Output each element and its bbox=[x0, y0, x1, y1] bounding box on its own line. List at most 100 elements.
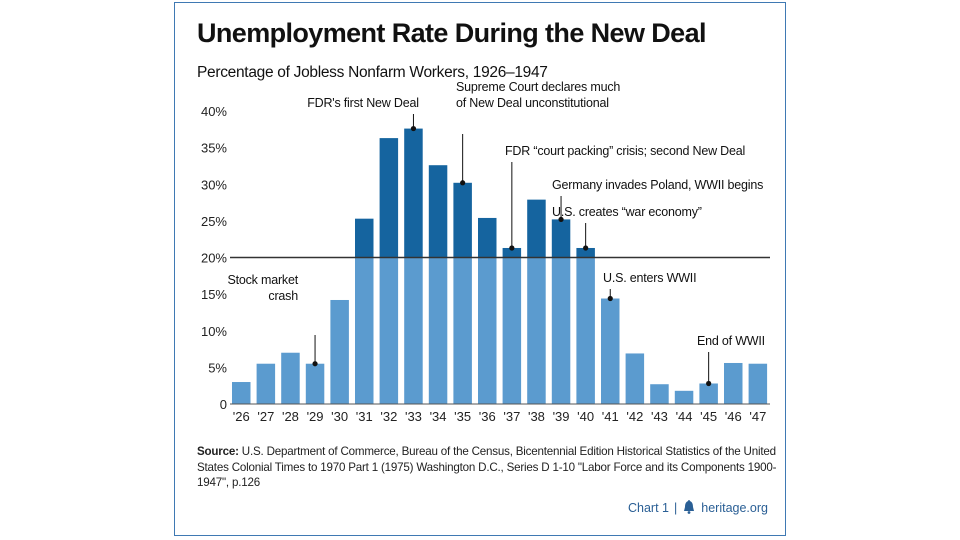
bar-lower-segment bbox=[576, 257, 595, 404]
x-tick-label: '36 bbox=[479, 409, 496, 424]
bar-lower-segment bbox=[699, 383, 718, 404]
annotation-line: U.S. creates “war economy” bbox=[552, 205, 702, 219]
bar-28 bbox=[281, 352, 300, 404]
bar-lower-segment bbox=[478, 257, 497, 404]
bar-37 bbox=[502, 247, 522, 404]
bar-lower-segment bbox=[232, 382, 251, 404]
bar-lower-segment bbox=[748, 363, 768, 404]
x-tick-label: '40 bbox=[577, 409, 594, 424]
x-tick-label: '45 bbox=[700, 409, 717, 424]
x-tick-label: '28 bbox=[282, 409, 299, 424]
bar-41 bbox=[601, 298, 620, 404]
annotation-line: FDR's first New Deal bbox=[307, 96, 419, 110]
annotation-label: FDR “court packing” crisis; second New D… bbox=[505, 144, 745, 158]
annotation-dot bbox=[312, 361, 318, 367]
source-text: U.S. Department of Commerce, Bureau of t… bbox=[197, 445, 777, 489]
footer-separator: | bbox=[674, 500, 678, 515]
annotation-dot bbox=[706, 380, 712, 387]
bar-lower-segment bbox=[281, 352, 300, 404]
bar-40 bbox=[576, 247, 595, 404]
annotation-dot bbox=[583, 245, 589, 251]
chart-number: Chart 1 bbox=[628, 500, 669, 515]
x-tick-label: '30 bbox=[331, 409, 348, 424]
x-tick-label: '31 bbox=[356, 409, 373, 424]
bar-lower-segment bbox=[256, 363, 276, 404]
y-tick-label: 15% bbox=[201, 287, 227, 302]
x-tick-label: '41 bbox=[602, 409, 619, 424]
chart-subtitle: Percentage of Jobless Nonfarm Workers, 1… bbox=[197, 64, 548, 81]
bar-31 bbox=[355, 218, 374, 404]
bar-32 bbox=[379, 138, 399, 404]
x-tick-label: '34 bbox=[430, 409, 447, 424]
bar-upper-segment bbox=[355, 218, 374, 258]
bar-lower-segment bbox=[355, 257, 374, 404]
bar-45 bbox=[699, 383, 718, 404]
bar-lower-segment bbox=[724, 362, 743, 404]
annotation-line: Germany invades Poland, WWII begins bbox=[552, 178, 763, 192]
annotation-dot bbox=[410, 125, 417, 132]
bar-29 bbox=[305, 363, 325, 404]
bar-upper-segment bbox=[576, 247, 595, 258]
annotation-line: Supreme Court declares much bbox=[456, 80, 620, 94]
x-tick-label: '35 bbox=[454, 409, 471, 424]
bar-26 bbox=[232, 382, 251, 404]
x-tick-label: '33 bbox=[405, 409, 422, 424]
bar-lower-segment bbox=[404, 257, 423, 404]
annotation-line: U.S. enters WWII bbox=[603, 271, 696, 285]
annotation-line: FDR “court packing” crisis; second New D… bbox=[505, 144, 745, 158]
bar-lower-segment bbox=[305, 363, 325, 404]
bar-lower-segment bbox=[428, 257, 448, 404]
x-tick-label: '27 bbox=[257, 409, 274, 424]
annotation-line: End of WWII bbox=[697, 334, 765, 348]
annotation-label: U.S. enters WWII bbox=[603, 271, 696, 285]
bar-33 bbox=[404, 128, 423, 404]
bar-46 bbox=[724, 362, 743, 404]
bar-lower-segment bbox=[650, 384, 669, 404]
bar-36 bbox=[478, 217, 497, 404]
annotation-label: Stock market crash bbox=[227, 273, 298, 303]
annotation-dot bbox=[558, 216, 564, 223]
x-tick-label: '44 bbox=[676, 409, 693, 424]
bar-30 bbox=[330, 299, 349, 404]
annotation-line: Stock market bbox=[227, 273, 298, 287]
y-tick-label: 25% bbox=[201, 214, 227, 229]
annotation-label: Supreme Court declares much of New Deal u… bbox=[456, 80, 620, 110]
x-tick-label: '39 bbox=[553, 409, 570, 424]
bar-42 bbox=[625, 353, 645, 404]
bar-upper-segment bbox=[428, 165, 448, 258]
x-tick-label: '37 bbox=[503, 409, 520, 424]
bar-lower-segment bbox=[502, 257, 522, 404]
bar-upper-segment bbox=[502, 247, 522, 258]
bar-38 bbox=[527, 199, 546, 404]
x-tick-label: '32 bbox=[380, 409, 397, 424]
liberty-bell-icon bbox=[684, 500, 695, 514]
bar-upper-segment bbox=[551, 219, 571, 258]
bar-27 bbox=[256, 363, 276, 404]
annotation-dot bbox=[607, 295, 613, 302]
x-tick-label: '29 bbox=[307, 409, 324, 424]
bar-lower-segment bbox=[330, 299, 349, 404]
annotation-label: Germany invades Poland, WWII begins bbox=[552, 178, 763, 192]
bar-lower-segment bbox=[527, 257, 546, 404]
annotation-dot bbox=[509, 245, 515, 251]
x-tick-label: '26 bbox=[233, 409, 250, 424]
site-name[interactable]: heritage.org bbox=[701, 500, 768, 515]
y-tick-label: 30% bbox=[201, 177, 227, 192]
x-tick-label: '43 bbox=[651, 409, 668, 424]
y-tick-label: 0 bbox=[220, 397, 227, 412]
bar-44 bbox=[674, 390, 694, 404]
y-tick-label: 35% bbox=[201, 141, 227, 156]
bar-upper-segment bbox=[453, 182, 472, 258]
y-tick-label: 10% bbox=[201, 324, 227, 339]
x-tick-label: '47 bbox=[749, 409, 766, 424]
bar-34 bbox=[428, 165, 448, 404]
bar-lower-segment bbox=[453, 257, 472, 404]
x-tick-label: '46 bbox=[725, 409, 742, 424]
source-label: Source: bbox=[197, 445, 239, 458]
annotation-label: End of WWII bbox=[697, 334, 765, 348]
bar-lower-segment bbox=[674, 390, 694, 404]
bar-lower-segment bbox=[379, 257, 399, 404]
bar-39 bbox=[551, 219, 571, 404]
x-tick-label: '42 bbox=[626, 409, 643, 424]
